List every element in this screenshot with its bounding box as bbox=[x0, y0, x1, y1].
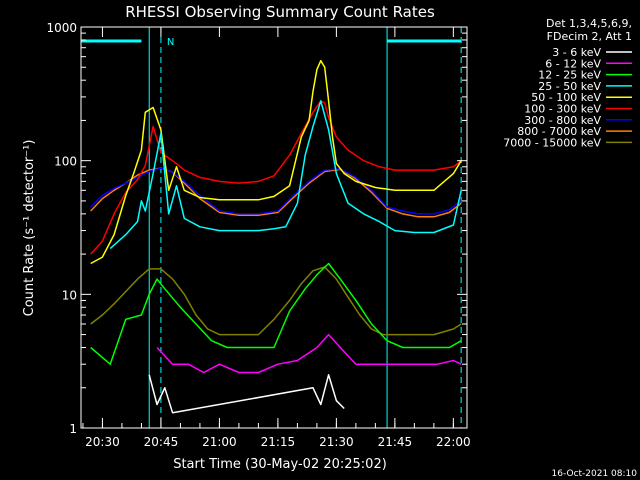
x-tick-label-2200: 22:00 bbox=[436, 435, 471, 449]
axes-frame bbox=[80, 26, 468, 429]
x-tick-label-2100: 21:00 bbox=[202, 435, 237, 449]
legend-label-12-25-kev-kev: 12 - 25 keV bbox=[538, 69, 601, 82]
plot-area: N 1 10 100 1000 20:30 20:45 21:00 21:15 21:30 21:4… bbox=[46, 21, 470, 449]
legend: Det 1,3,4,5,6,9, FDecim 2, Att 1 3 - 6 k… bbox=[503, 17, 632, 149]
series-line-800-7000-kev-kev bbox=[90, 167, 462, 218]
series-line-3-6-kev-kev bbox=[148, 374, 345, 414]
series-line-6-12-kev-kev bbox=[156, 333, 462, 374]
series-line-12-25-kev-kev bbox=[90, 262, 462, 365]
chart-title: RHESSI Observing Summary Count Rates bbox=[125, 3, 435, 21]
series-line-100-300-kev-kev bbox=[90, 100, 462, 255]
legend-label-100-300-kev-kev: 100 - 300 keV bbox=[524, 103, 601, 116]
legend-header-line-2: FDecim 2, Att 1 bbox=[547, 30, 632, 43]
series-line-50-100-kev-kev bbox=[90, 59, 462, 265]
x-tick-label-2145: 21:45 bbox=[378, 435, 413, 449]
y-tick-label-1: 1 bbox=[69, 422, 77, 436]
legend-label-25-50-kev-kev: 25 - 50 keV bbox=[538, 80, 601, 93]
x-tick-label-2030: 20:30 bbox=[85, 435, 120, 449]
y-tick-label-100: 100 bbox=[54, 155, 77, 169]
series-line-7000-15000-kev-kev bbox=[90, 266, 462, 336]
x-tick-label-2130: 21:30 bbox=[319, 435, 354, 449]
legend-label-300-800-kev-kev: 300 - 800 keV bbox=[524, 114, 601, 127]
legend-label-7000-15000-kev-kev: 7000 - 15000 keV bbox=[503, 136, 601, 149]
legend-header-line-1: Det 1,3,4,5,6,9, bbox=[546, 17, 632, 30]
legend-label-3-6-kev-kev: 3 - 6 keV bbox=[552, 46, 601, 59]
legend-label-50-100-kev-kev: 50 - 100 keV bbox=[531, 91, 601, 104]
annotation-marker: N bbox=[167, 37, 174, 48]
y-axis-label: Count Rate (s⁻¹ detector⁻¹) bbox=[22, 140, 37, 317]
y-tick-label-10: 10 bbox=[62, 288, 77, 302]
legend-label-800-7000-kev-kev: 800 - 7000 keV bbox=[517, 125, 601, 138]
y-tick-label-1000: 1000 bbox=[46, 21, 77, 35]
series-line-25-50-kev-kev bbox=[109, 100, 462, 250]
footer-timestamp: 16-Oct-2021 08:10 bbox=[552, 469, 638, 479]
x-tick-label-2045: 20:45 bbox=[144, 435, 179, 449]
legend-label-6-12-kev-kev: 6 - 12 keV bbox=[545, 57, 601, 70]
x-tick-label-2115: 21:15 bbox=[261, 435, 296, 449]
x-axis-label: Start Time (30-May-02 20:25:02) bbox=[173, 457, 387, 472]
